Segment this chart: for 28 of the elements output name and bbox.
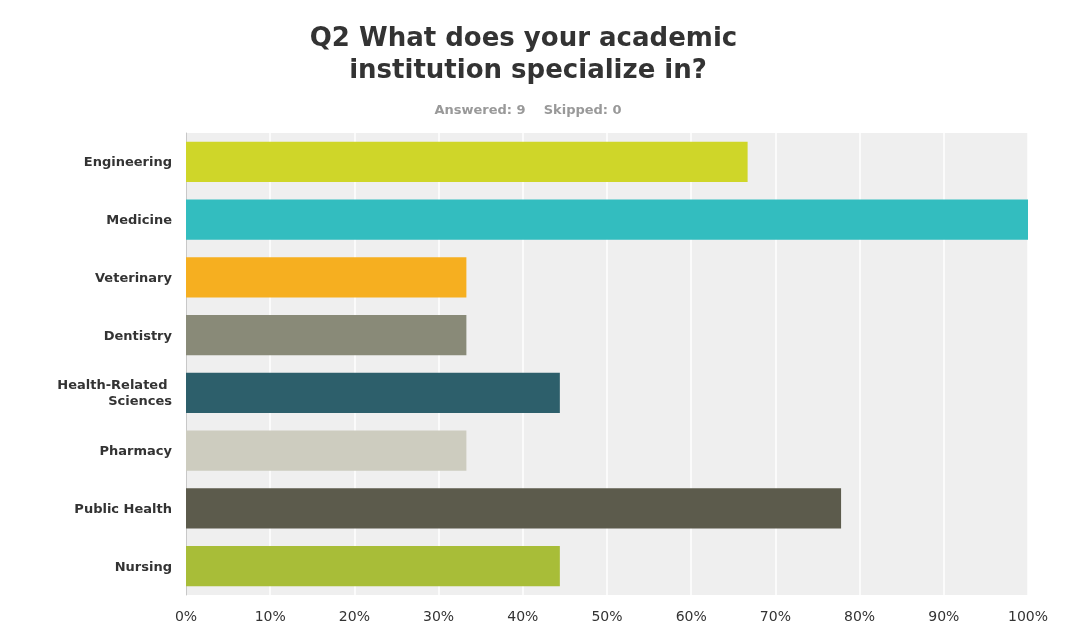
- x-tick-label: 60%: [675, 608, 707, 624]
- y-tick-label: Dentistry: [103, 327, 173, 343]
- bar: [186, 257, 467, 298]
- x-tick-label: 50%: [591, 608, 623, 624]
- x-tick-label: 10%: [254, 608, 286, 624]
- bar: [186, 372, 560, 414]
- x-tick-label: 40%: [507, 608, 539, 624]
- bar: [186, 545, 560, 587]
- y-tick-label: Pharmacy: [99, 443, 173, 459]
- x-tick-label: 100%: [1007, 608, 1049, 624]
- bar: [186, 488, 842, 529]
- chart-subtitle: Answered: 9 Skipped: 0: [434, 102, 622, 117]
- y-tick-label: Engineering: [83, 154, 172, 170]
- x-tick-label: 0%: [174, 608, 198, 624]
- x-tick-label: 90%: [928, 608, 960, 624]
- x-tick-label: 70%: [759, 608, 791, 624]
- x-tick-label: 80%: [844, 608, 876, 624]
- bar: [186, 141, 748, 183]
- y-tick-label: Nursing: [114, 558, 172, 574]
- y-tick-label: Health-Related Sciences: [57, 377, 173, 409]
- x-tick-label: 20%: [338, 608, 370, 624]
- y-tick-label: Public Health: [74, 500, 172, 516]
- y-tick-label: Veterinary: [95, 269, 173, 285]
- bar: [186, 314, 467, 356]
- bar: [186, 199, 1028, 240]
- x-tick-label: 30%: [423, 608, 455, 624]
- y-tick-label: Medicine: [106, 212, 173, 228]
- chart-title: Q2 What does your academic institution specialize in?: [309, 22, 747, 84]
